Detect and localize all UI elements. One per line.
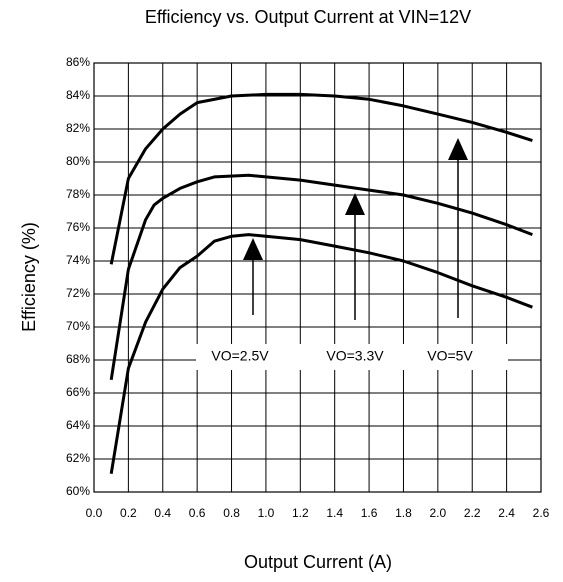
y-tick-label: 78% [66, 187, 90, 201]
x-tick-label: 0.8 [223, 506, 240, 520]
y-tick-label: 60% [66, 484, 90, 498]
x-tick-label: 2.2 [464, 506, 481, 520]
x-tick-label: 0.2 [120, 506, 137, 520]
series-label: VO=2.5V [211, 348, 269, 364]
y-axis-title: Efficiency (%) [19, 222, 39, 332]
y-tick-label: 66% [66, 385, 90, 399]
label-box [196, 344, 508, 370]
arrow-head [448, 138, 468, 160]
x-tick-label: 0.0 [86, 506, 103, 520]
x-tick-label: 2.6 [533, 506, 550, 520]
x-tick-label: 0.4 [154, 506, 171, 520]
y-tick-label: 70% [66, 319, 90, 333]
x-axis-title: Output Current (A) [244, 552, 392, 572]
x-tick-label: 1.6 [361, 506, 378, 520]
arrow-head [243, 238, 263, 260]
y-tick-label: 64% [66, 418, 90, 432]
chart-title: Efficiency vs. Output Current at VIN=12V [145, 7, 471, 27]
y-tick-label: 74% [66, 253, 90, 267]
y-tick-label: 76% [66, 220, 90, 234]
x-tick-label: 1.2 [292, 506, 309, 520]
series-label: VO=3.3V [326, 348, 384, 364]
y-tick-label: 80% [66, 154, 90, 168]
y-tick-label: 72% [66, 286, 90, 300]
series-line [109, 233, 533, 475]
x-tick-label: 2.4 [498, 506, 515, 520]
series-line [109, 92, 533, 265]
x-tick-label: 2.0 [430, 506, 447, 520]
y-tick-label: 86% [66, 55, 90, 69]
x-tick-label: 1.8 [395, 506, 412, 520]
x-tick-label: 1.0 [258, 506, 275, 520]
series-label: VO=5V [427, 348, 473, 364]
plot-frame [93, 62, 542, 493]
series-line [109, 173, 533, 381]
y-tick-label: 84% [66, 88, 90, 102]
y-tick-label: 82% [66, 121, 90, 135]
x-tick-label: 1.4 [326, 506, 343, 520]
arrow-head [345, 193, 365, 215]
y-tick-label: 68% [66, 352, 90, 366]
x-tick-label: 0.6 [189, 506, 206, 520]
y-tick-label: 62% [66, 451, 90, 465]
